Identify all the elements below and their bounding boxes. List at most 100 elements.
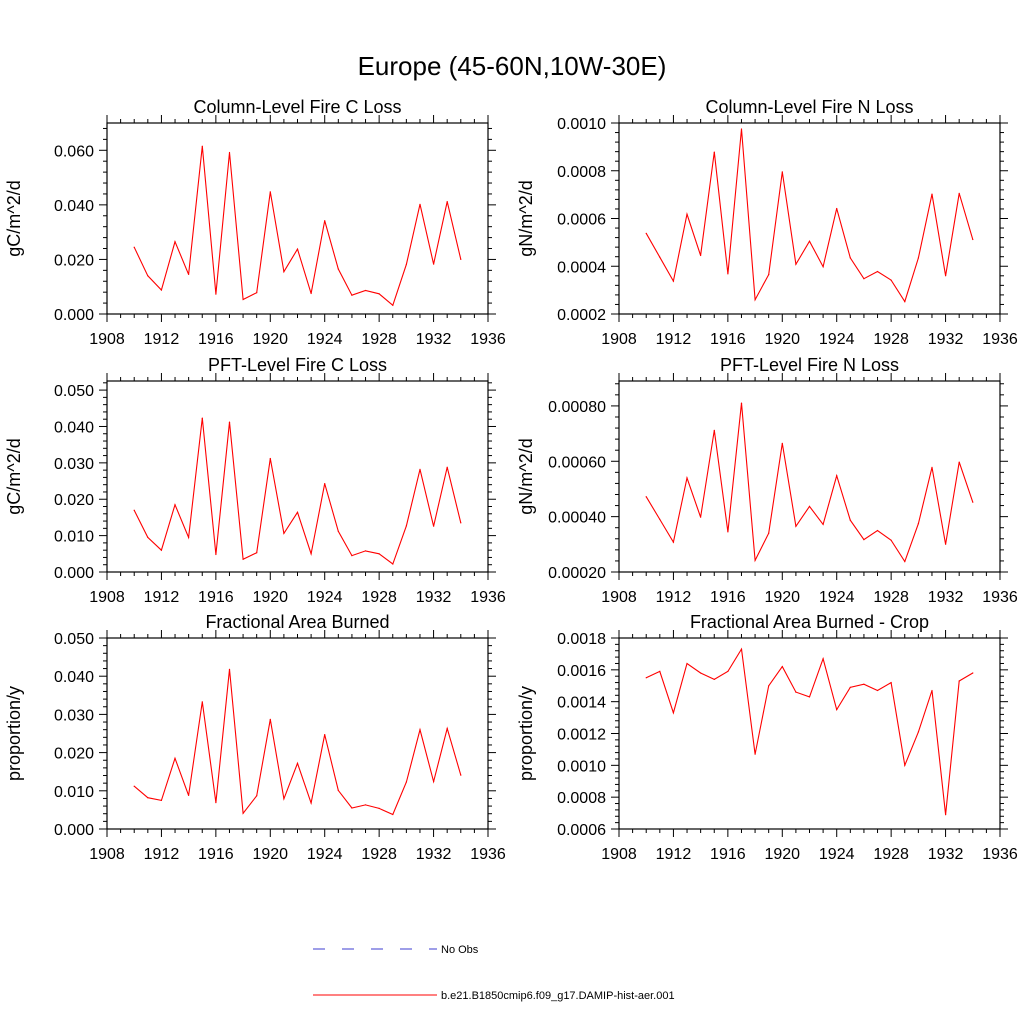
data-point [324,734,326,736]
data-point [310,802,312,804]
data-point [795,263,797,265]
figure-title: Europe (45-60N,10W-30E) [358,51,667,81]
data-point [446,466,448,468]
data-point [283,798,285,800]
x-tick-label: 1920 [764,589,800,606]
data-point [133,785,135,787]
x-tick-label: 1908 [89,331,125,348]
data-point [228,668,231,670]
x-tick-label: 1936 [982,846,1018,863]
data-point [808,240,811,242]
data-point [917,731,920,733]
y-tick-label: 0.000 [54,822,94,839]
data-point [337,530,339,532]
chart-panel-1: 1908 1912 1916 1920 1924 1928 1932 1936 0.000 0.0… [4,97,506,348]
y-tick-label: 0.020 [54,746,94,763]
data-point [269,191,271,193]
data-point [460,258,462,260]
x-tick-label: 1912 [144,589,180,606]
data-point [337,268,339,270]
x-tick-label: 1928 [361,846,397,863]
x-tick-label: 1912 [144,846,180,863]
series-line [133,146,462,307]
x-tick-label: 1916 [710,589,746,606]
x-tick-label: 1912 [144,331,180,348]
x-tick-label: 1908 [601,331,637,348]
data-point [174,241,176,243]
data-point [768,532,770,534]
x-tick-label: 1936 [982,589,1018,606]
data-point [890,682,892,684]
y-tick-label: 0.010 [54,784,94,801]
data-point [659,670,661,673]
data-point [740,648,743,650]
data-point [876,529,879,532]
data-point [419,203,421,205]
x-tick-label: 1928 [361,589,397,606]
data-point [160,549,162,551]
data-point [296,762,299,764]
data-point [351,555,353,557]
y-axis-label: gC/m^2/d [4,438,24,514]
data-point [931,466,933,468]
data-point [351,807,353,809]
panel-title: PFT-Level Fire C Loss [208,355,387,375]
series-line [133,418,462,565]
legend-label-no-obs: No Obs [441,944,479,956]
y-tick-label: 0.030 [54,707,94,724]
data-point [188,273,190,275]
panel-title: Column-Level Fire N Loss [705,97,913,117]
data-point [795,525,797,527]
x-tick-label: 1908 [601,589,637,606]
data-point [364,804,367,806]
data-point [822,523,824,526]
x-tick-label: 1912 [656,846,692,863]
chart-panel-5: 1908 1912 1916 1920 1924 1928 1932 1936 0.000 0.0… [4,612,506,863]
plot-frame [618,637,1001,830]
series-line [645,647,974,815]
data-point [713,151,715,153]
data-point [972,238,974,241]
y-tick-label: 0.010 [54,529,94,546]
x-tick-label: 1920 [252,846,288,863]
data-point [904,560,906,563]
data-point [945,543,947,545]
data-point [433,525,435,527]
data-point [727,531,729,533]
data-point [296,248,299,250]
legend: No Obs b.e21.B1850cmip6.f09_g17.DAMIP-hi… [313,944,675,1002]
data-point [686,213,688,215]
y-tick-label: 0.0010 [557,116,606,133]
y-tick-label: 0.050 [54,383,94,400]
x-tick-label: 1920 [764,331,800,348]
data-point [713,678,715,681]
data-point [808,505,811,507]
data-point [781,171,783,173]
data-point [201,417,203,419]
data-point [781,442,783,444]
data-point [242,812,244,814]
data-point [863,683,865,685]
x-tick-label: 1924 [307,589,343,606]
data-point [945,275,947,277]
data-point [133,246,135,248]
y-tick-label: 0.0002 [557,307,606,324]
data-point [876,689,879,692]
data-point [378,553,380,555]
data-point [890,539,892,541]
data-point [160,289,162,291]
y-tick-label: 0.040 [54,419,94,436]
x-tick-label: 1936 [470,846,506,863]
data-point [364,289,367,292]
x-tick-label: 1920 [252,331,288,348]
data-point [201,145,203,147]
x-tick-label: 1912 [656,589,692,606]
y-tick-label: 0.00040 [548,510,606,527]
y-tick-label: 0.00080 [548,399,606,416]
data-point [310,553,312,555]
data-point [378,807,380,810]
plot-frame [618,122,1001,315]
data-point [645,677,647,679]
data-point [795,691,797,693]
y-tick-label: 0.0016 [557,663,606,680]
